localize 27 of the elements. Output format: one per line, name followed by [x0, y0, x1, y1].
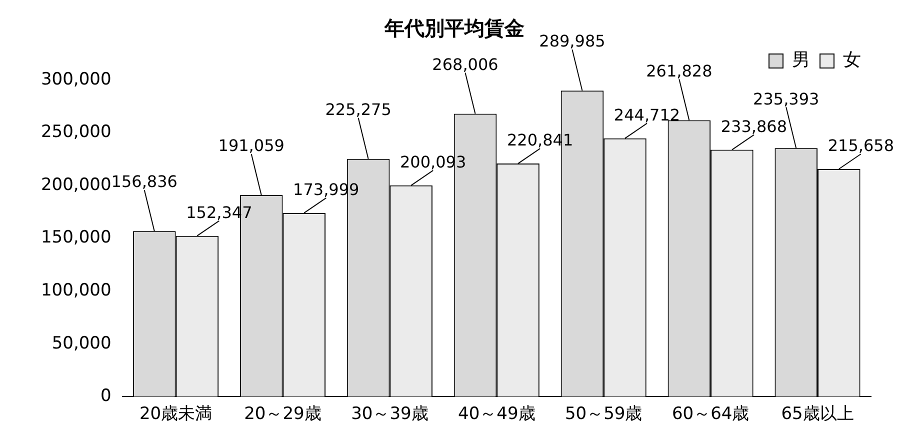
x-tick-label: 30～39歳 [351, 404, 428, 424]
x-tick-label: 65歳以上 [781, 404, 854, 424]
x-tick-label: 20～29歳 [244, 404, 322, 424]
y-tick-label: 250,000 [40, 122, 112, 142]
y-tick-label: 50,000 [52, 333, 112, 354]
y-tick-label: 100,000 [40, 280, 112, 300]
legend-label: 男 [792, 50, 810, 71]
x-tick-label: 50～59歳 [564, 404, 642, 424]
data-label: 233,868 [720, 116, 788, 136]
y-tick-label: 200,000 [40, 174, 112, 195]
chart-title: 年代別平均賃金 [384, 16, 524, 40]
data-label: 156,836 [111, 172, 178, 192]
legend-label: 女 [843, 50, 861, 71]
data-label: 244,712 [614, 106, 680, 125]
data-label: 225,275 [325, 100, 392, 120]
data-label: 268,006 [432, 54, 498, 74]
x-tick-label: 40～49歳 [458, 404, 536, 424]
y-tick-label: 150,000 [40, 228, 112, 248]
y-tick-label: 0 [100, 386, 112, 406]
x-tick-label: 20歳未満 [139, 404, 212, 424]
data-label: 261,828 [646, 61, 712, 80]
data-label: 235,393 [753, 89, 820, 108]
data-label: 191,059 [218, 136, 284, 156]
data-label: 215,658 [828, 136, 894, 156]
y-tick-label: 300,000 [40, 69, 112, 90]
x-tick-label: 60～64歳 [672, 404, 750, 424]
data-label: 289,985 [539, 32, 606, 51]
